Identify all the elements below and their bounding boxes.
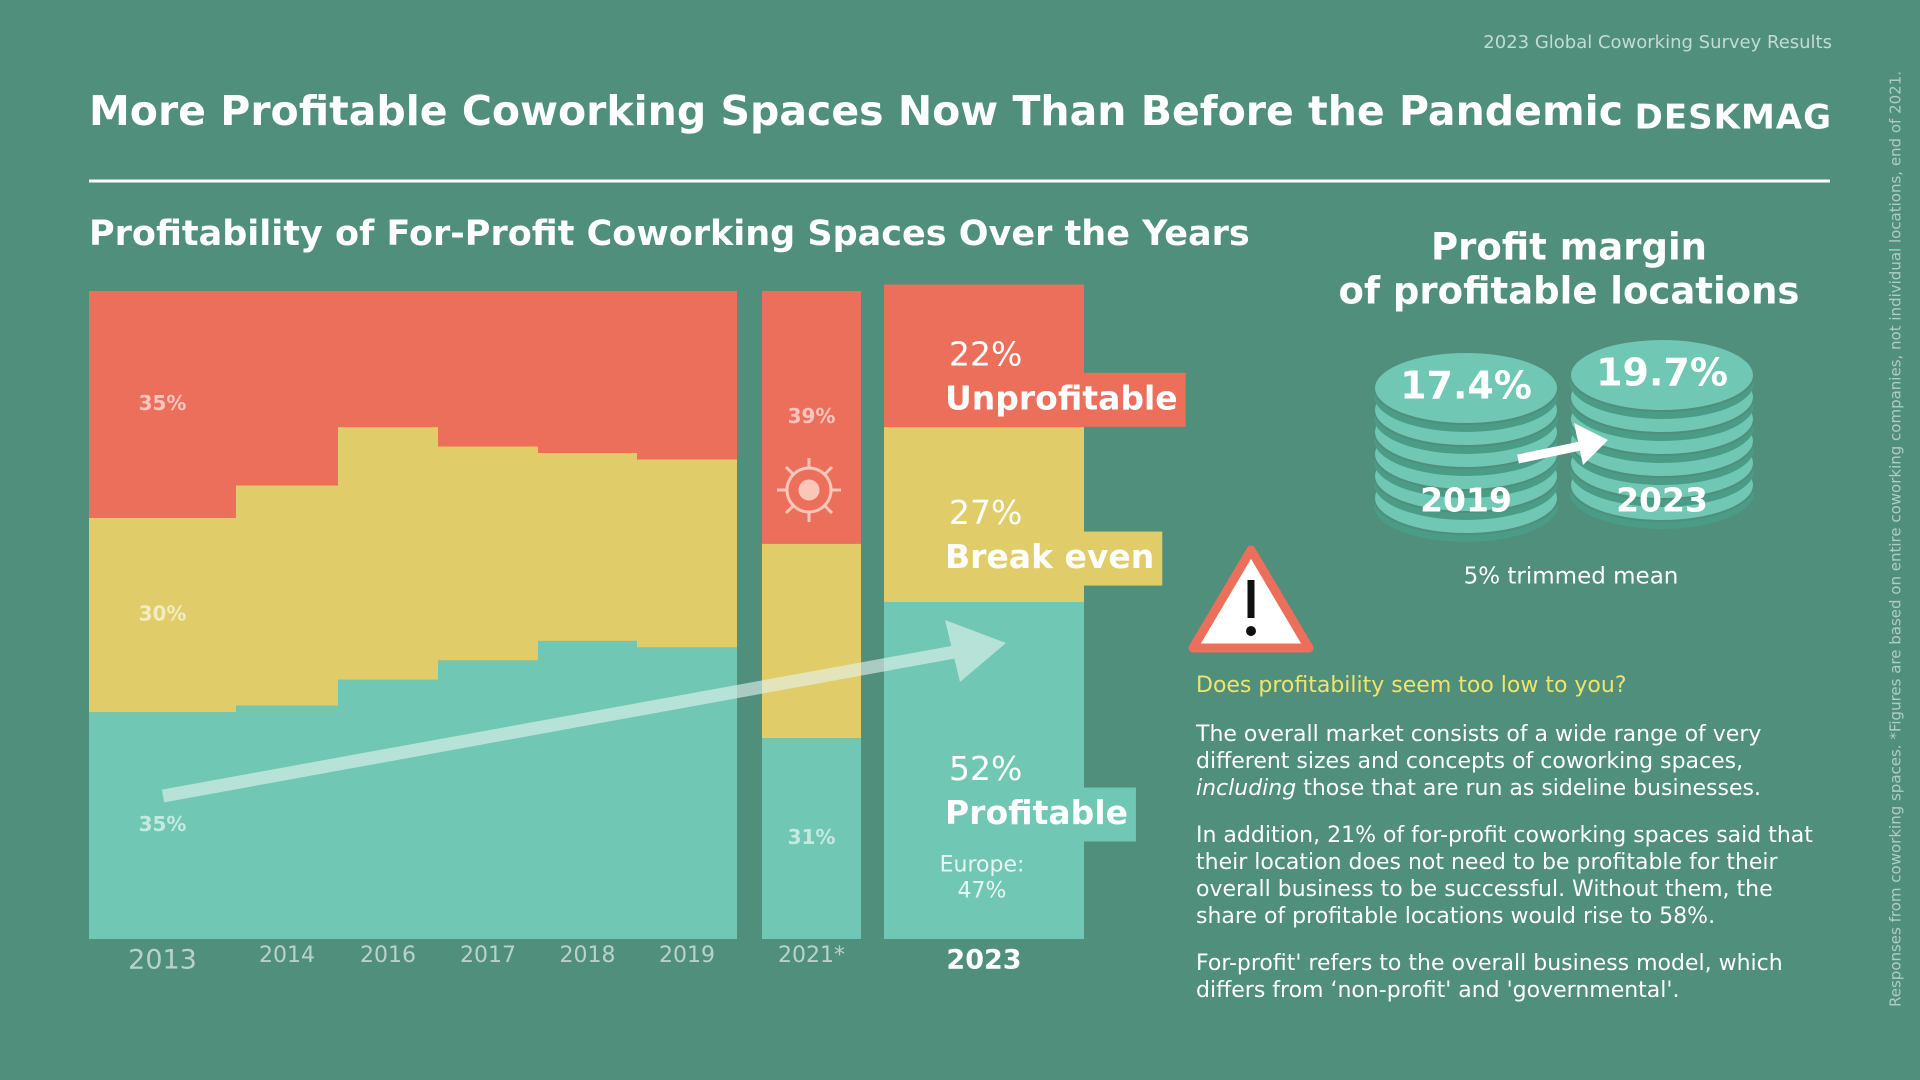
bar-segment: [89, 291, 236, 518]
coins: 17.4% 2019 19.7% 2023: [1373, 338, 1755, 542]
legend-label: Profitable: [945, 793, 1128, 832]
data-label: 30%: [139, 602, 187, 626]
legend-box: [937, 372, 1186, 427]
emphasis: including: [1196, 776, 1297, 801]
x-tick-label: 2016: [360, 943, 416, 968]
bar-segment: [438, 660, 538, 939]
paragraph: In addition, 21% of for-profit coworking…: [1196, 823, 1813, 929]
virus-icon: [777, 458, 841, 522]
paragraph: The overall market consists of a wide ra…: [1196, 721, 1836, 802]
bar-segment: [637, 291, 737, 460]
data-label: 22%: [949, 334, 1022, 373]
bars: 35% 30% 35% 2013 2014 2016 2017 2018 2019 31% 39% 2…: [89, 284, 1186, 976]
margin-value: 19.7%: [1596, 351, 1728, 395]
margin-note: 5% trimmed mean: [1464, 564, 1679, 590]
margin-year: 2019: [1420, 481, 1512, 520]
bar-segment: [762, 543, 861, 739]
x-tick-label: 2023: [946, 945, 1021, 976]
bar-segment: [236, 291, 338, 486]
bar-segment: [538, 291, 637, 453]
margin-title: of profitable locations: [1339, 270, 1800, 313]
data-label: 35%: [139, 812, 187, 836]
bar-segment: [338, 679, 438, 939]
annotation: 47%: [958, 879, 1007, 904]
data-label: 35%: [139, 391, 187, 415]
margin-arrow-head: [1574, 423, 1608, 465]
bar-segment: [236, 705, 338, 939]
x-tick-label: 2017: [460, 943, 516, 968]
bar-segment: [89, 712, 236, 939]
legend-box: [937, 531, 1163, 586]
legend-label: Break even: [945, 537, 1154, 576]
legend-label: Unprofitable: [945, 378, 1178, 417]
bar-segment: [762, 738, 861, 939]
warning-icon: [1188, 545, 1314, 653]
coin: [1569, 338, 1755, 412]
trend-arrow-shaft: [161, 644, 962, 803]
margin-year: 2023: [1616, 481, 1708, 520]
logo: DESKMAG: [1635, 98, 1832, 138]
coin: [1373, 351, 1559, 425]
x-tick-label: 2019: [659, 943, 715, 968]
annotation: Europe:: [940, 853, 1025, 878]
text: The overall market consists of a wide ra…: [1196, 722, 1762, 774]
question: Does profitability seem too low to you?: [1196, 673, 1627, 698]
data-label: 27%: [949, 493, 1022, 532]
trend-arrow-head: [945, 620, 1006, 682]
source: 2023 Global Coworking Survey Results: [1483, 32, 1832, 53]
bar-segment: [538, 640, 637, 939]
margin-arrow: [1517, 440, 1586, 464]
bar-segment: [338, 427, 438, 680]
bar-segment: [438, 291, 538, 447]
x-tick-label: 2013: [128, 945, 197, 976]
text: those that are run as sideline businesse…: [1303, 776, 1761, 801]
trend-arrow: [161, 620, 1006, 803]
paragraph: For-profit' refers to the overall busine…: [1196, 951, 1783, 1003]
chart-title: Profitability of For-Profit Coworking Sp…: [89, 214, 1250, 254]
x-tick-label: 2018: [560, 943, 616, 968]
x-tick-label: 2021*: [778, 943, 845, 968]
legend-box: [937, 787, 1136, 842]
notes: Does profitability seem too low to you? …: [1196, 672, 1836, 1024]
data-label: 31%: [788, 825, 836, 849]
page-title: More Profitable Coworking Spaces Now Tha…: [89, 87, 1623, 135]
bar-segment: [538, 453, 637, 641]
side-note: Responses from coworking spaces. *Figure…: [1887, 71, 1905, 1007]
bar-segment: [236, 485, 338, 706]
x-tick-label: 2014: [259, 943, 315, 968]
bar-segment: [762, 291, 861, 544]
bar-segment: [89, 517, 236, 713]
bar-segment: [438, 446, 538, 661]
bar-segment: [338, 291, 438, 428]
margin-value: 17.4%: [1400, 364, 1532, 408]
margin-title: Profit margin: [1431, 226, 1707, 269]
bar-segment: [637, 459, 737, 648]
data-label: 39%: [788, 404, 836, 428]
data-label: 52%: [949, 749, 1022, 788]
